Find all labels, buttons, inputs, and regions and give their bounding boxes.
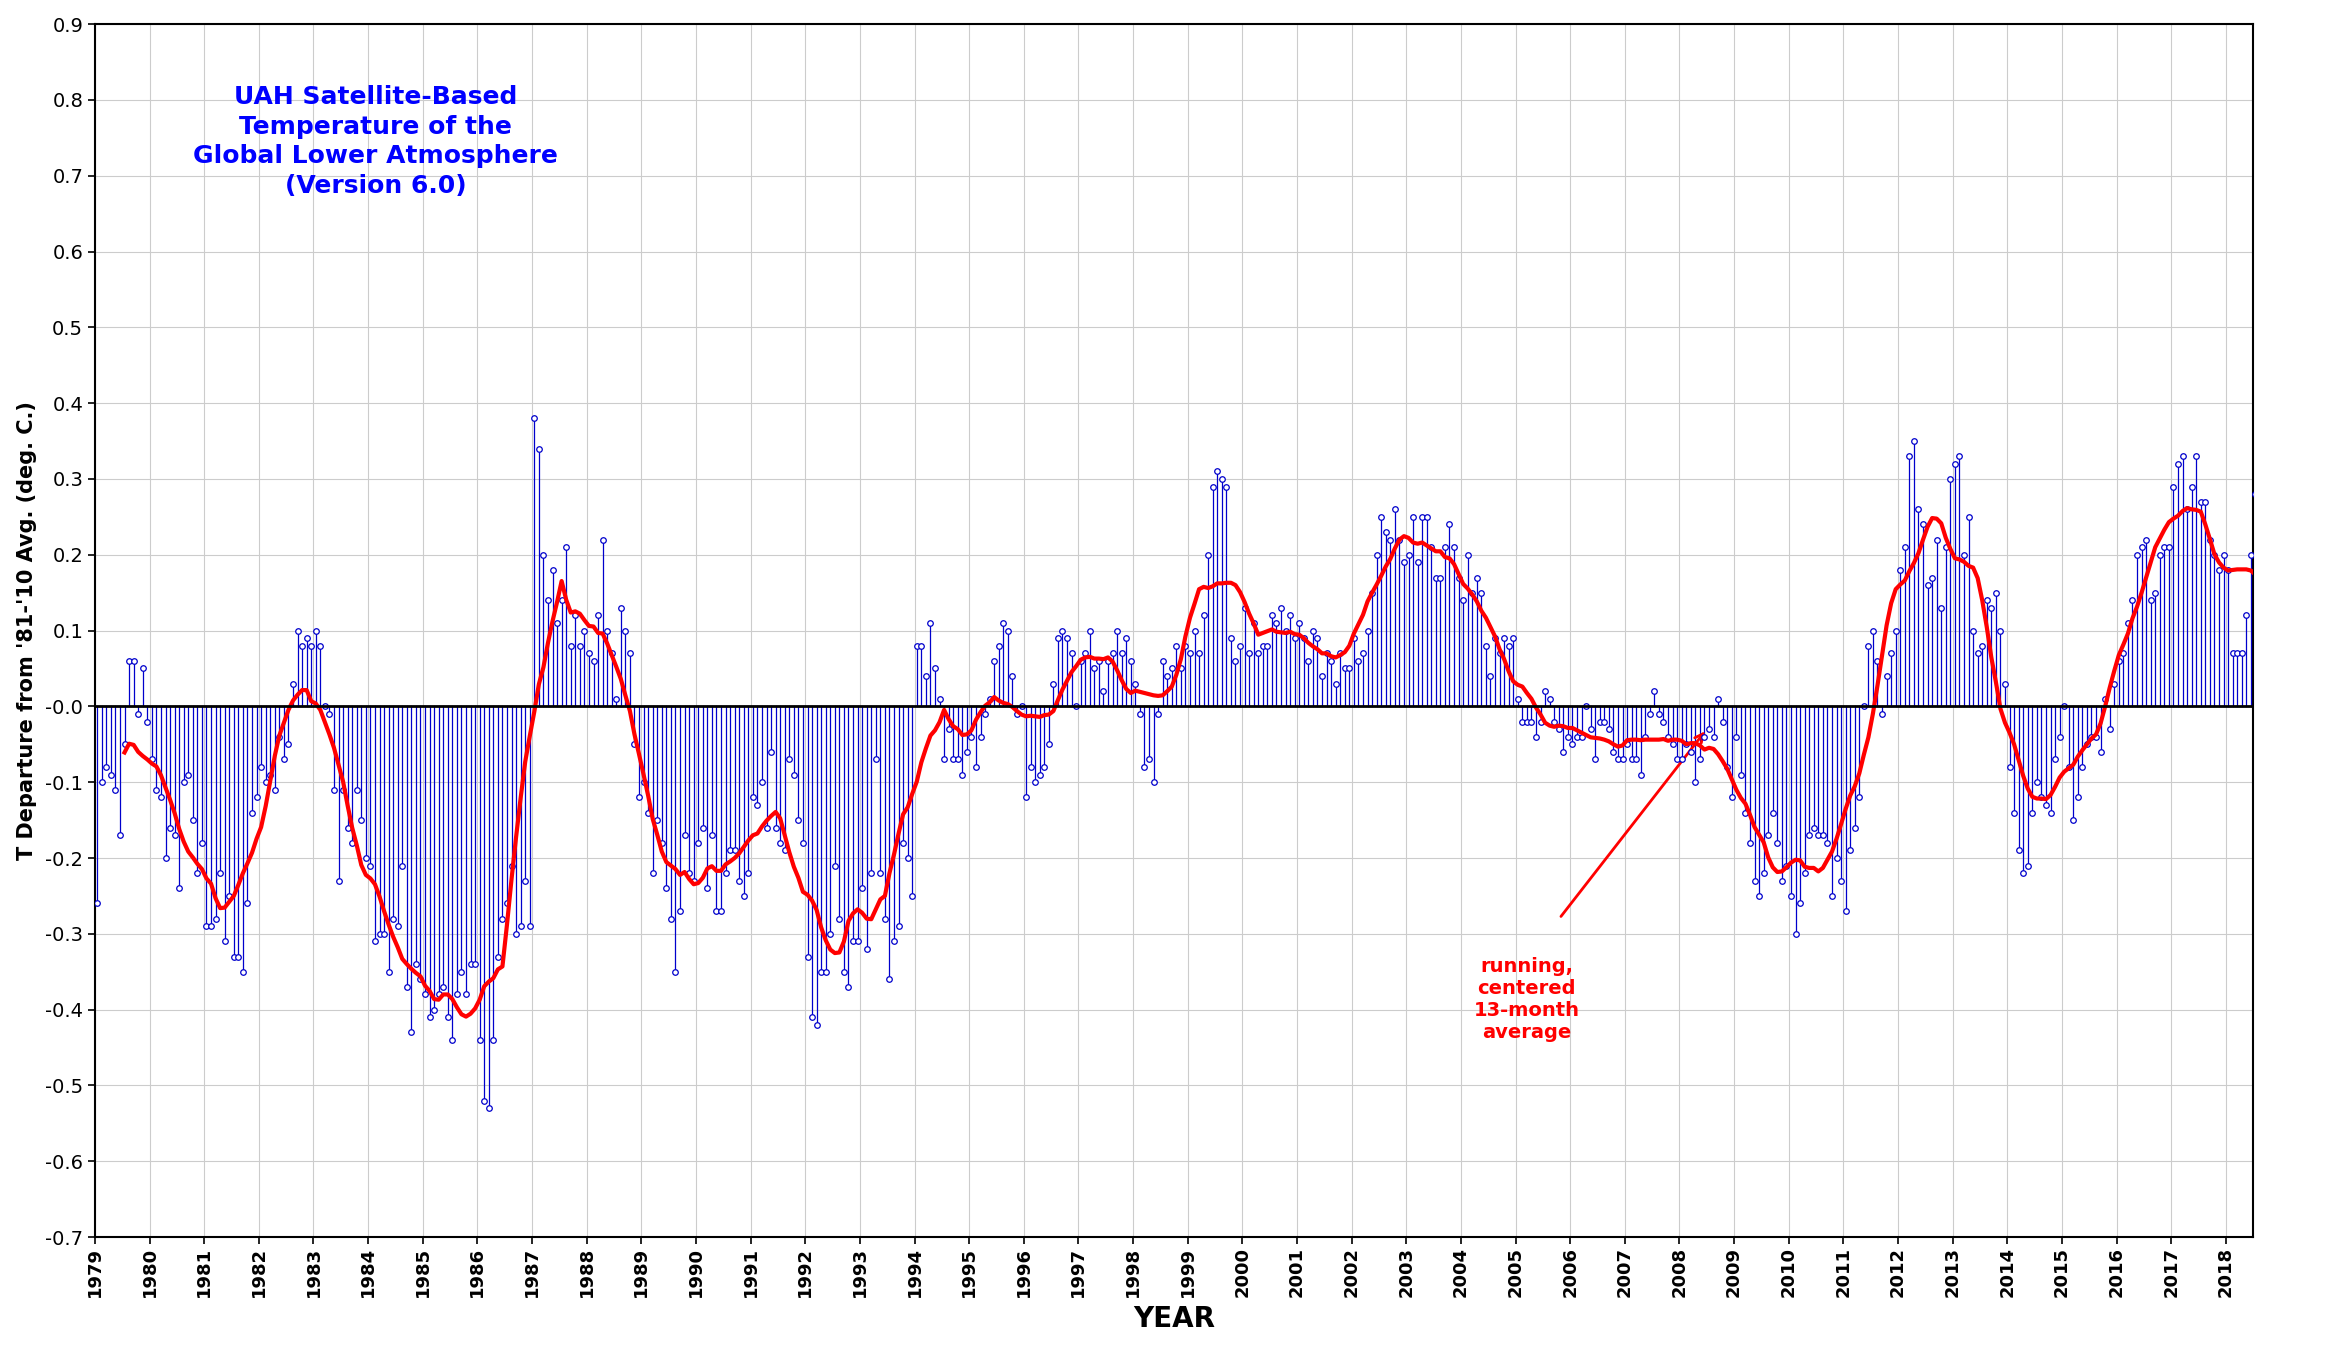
- Text: UAH Satellite-Based
Temperature of the
Global Lower Atmosphere
(Version 6.0): UAH Satellite-Based Temperature of the G…: [194, 85, 557, 198]
- X-axis label: YEAR: YEAR: [1133, 1305, 1214, 1334]
- Y-axis label: T Departure from '81-'10 Avg. (deg. C.): T Departure from '81-'10 Avg. (deg. C.): [16, 401, 37, 860]
- Text: running,
centered
13-month
average: running, centered 13-month average: [1474, 957, 1580, 1042]
